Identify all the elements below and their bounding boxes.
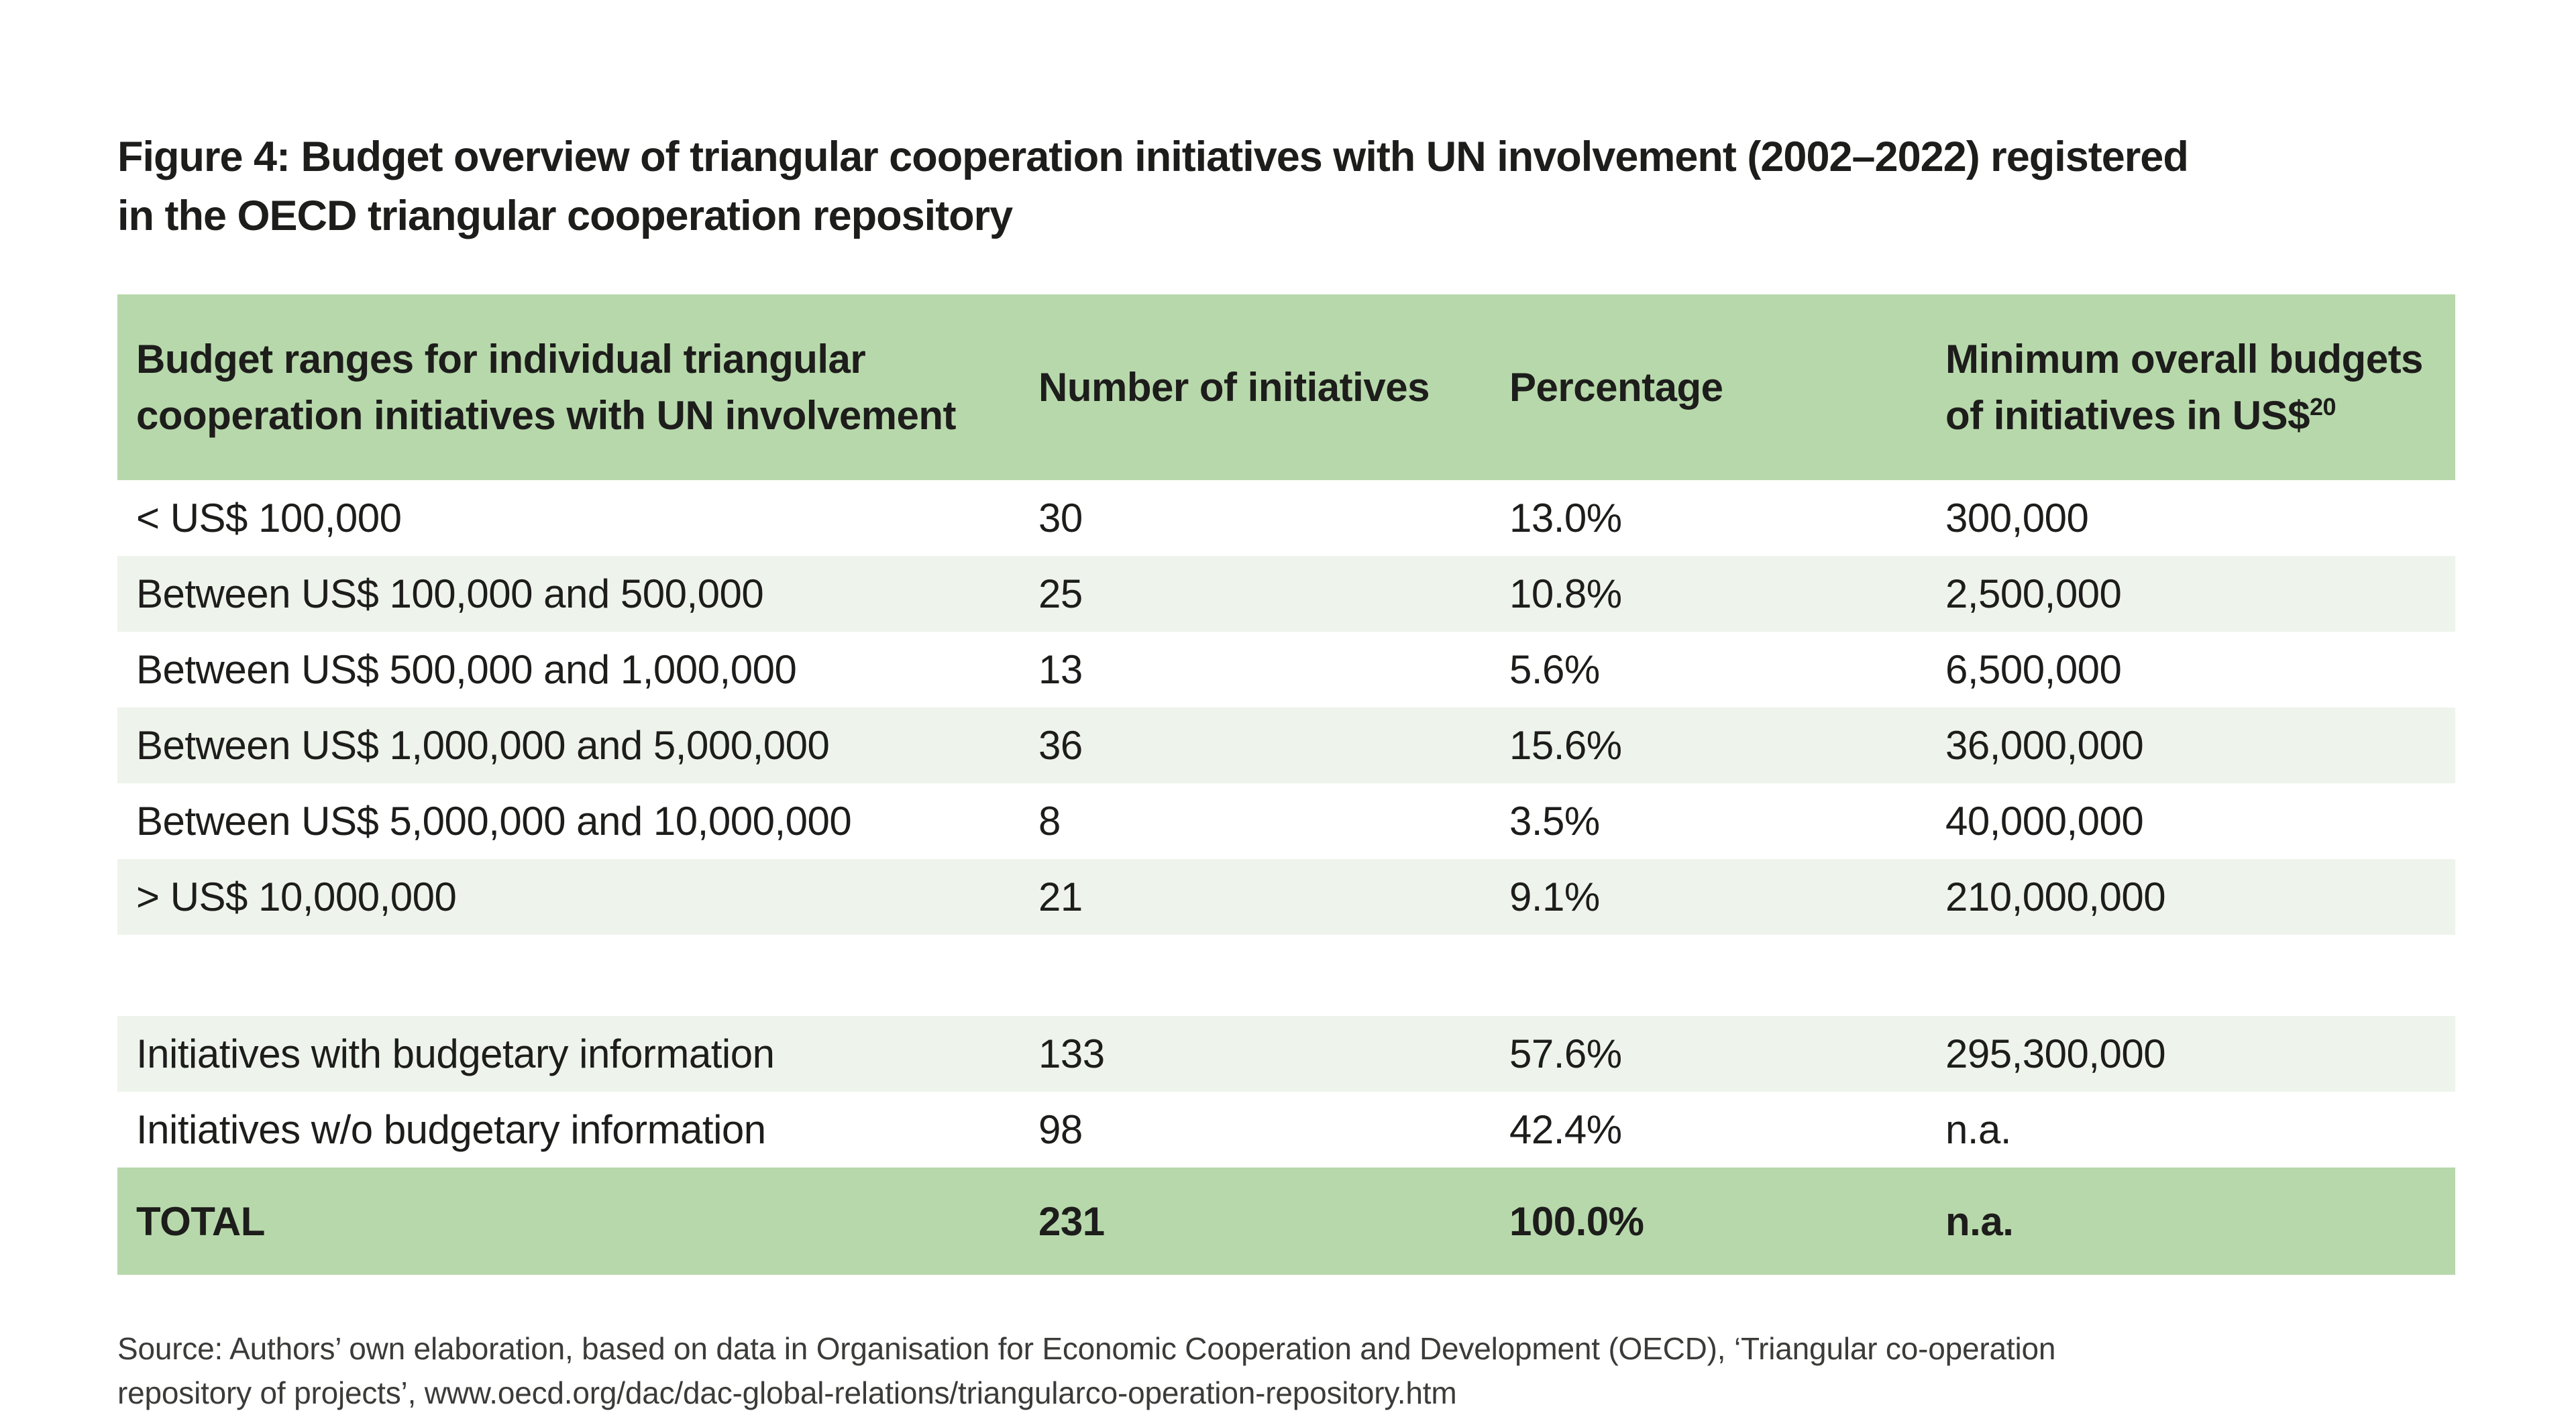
- cell-total-percentage: 100.0%: [1509, 1198, 1644, 1244]
- cell-percentage: 9.1%: [1509, 874, 1600, 919]
- header-percentage: Percentage: [1509, 364, 1723, 410]
- table-total-row: TOTAL 231 100.0% n.a.: [117, 1168, 2455, 1275]
- table-row: Between US$ 100,000 and 500,000 25 10.8%…: [117, 556, 2455, 632]
- header-minimum-budgets-label: Minimum overall budgets of initiatives i…: [1945, 336, 2423, 438]
- table-row: Initiatives with budgetary information 1…: [117, 1016, 2455, 1092]
- cell-budget-range: Initiatives with budgetary information: [136, 1031, 775, 1076]
- table-header-row: Budget ranges for individual triangular …: [117, 294, 2455, 480]
- cell-budget-range: Between US$ 100,000 and 500,000: [136, 571, 764, 616]
- cell-percentage: 15.6%: [1509, 723, 1622, 768]
- header-budget-ranges-label: Budget ranges for individual triangular …: [136, 336, 957, 438]
- cell-percentage: 57.6%: [1509, 1031, 1622, 1076]
- source-citation: Source: Authors’ own elaboration, based …: [117, 1326, 2398, 1415]
- cell-min-budget: 210,000,000: [1945, 874, 2166, 919]
- cell-percentage: 42.4%: [1509, 1107, 1622, 1152]
- cell-min-budget: n.a.: [1945, 1107, 2012, 1152]
- table-row: Between US$ 5,000,000 and 10,000,000 8 3…: [117, 783, 2455, 859]
- cell-total-label: TOTAL: [136, 1198, 265, 1244]
- cell-initiatives: 30: [1038, 496, 1083, 541]
- cell-total-initiatives: 231: [1038, 1198, 1105, 1244]
- table-row: > US$ 10,000,000 21 9.1% 210,000,000: [117, 859, 2455, 935]
- cell-budget-range: Between US$ 5,000,000 and 10,000,000: [136, 799, 852, 844]
- cell-budget-range: Between US$ 500,000 and 1,000,000: [136, 647, 797, 692]
- cell-min-budget: 36,000,000: [1945, 723, 2144, 768]
- cell-budget-range: > US$ 10,000,000: [136, 874, 457, 919]
- cell-percentage: 13.0%: [1509, 496, 1622, 541]
- cell-initiatives: 13: [1038, 647, 1083, 692]
- table-row: < US$ 100,000 30 13.0% 300,000: [117, 480, 2455, 556]
- source-citation-line1: Source: Authors’ own elaboration, based …: [117, 1331, 2056, 1366]
- cell-min-budget: 295,300,000: [1945, 1031, 2166, 1076]
- budget-table: Budget ranges for individual triangular …: [117, 294, 2455, 1275]
- cell-min-budget: 40,000,000: [1945, 799, 2144, 844]
- table-row: Initiatives w/o budgetary information 98…: [117, 1092, 2455, 1168]
- source-citation-line2: repository of projects’, www.oecd.org/da…: [117, 1375, 1457, 1410]
- figure-title-line2: in the OECD triangular cooperation repos…: [117, 192, 1013, 240]
- cell-budget-range: < US$ 100,000: [136, 496, 402, 541]
- cell-percentage: 3.5%: [1509, 799, 1600, 844]
- cell-initiatives: 36: [1038, 723, 1083, 768]
- header-minimum-budgets: Minimum overall budgets of initiatives i…: [1945, 331, 2455, 444]
- table-row: Between US$ 500,000 and 1,000,000 13 5.6…: [117, 632, 2455, 707]
- cell-budget-range: Between US$ 1,000,000 and 5,000,000: [136, 723, 830, 768]
- figure-title-line1: Figure 4: Budget overview of triangular …: [117, 133, 2189, 181]
- cell-initiatives: 133: [1038, 1031, 1105, 1076]
- cell-initiatives: 8: [1038, 799, 1061, 844]
- table-gap-row: [117, 935, 2455, 1016]
- cell-initiatives: 25: [1038, 571, 1083, 616]
- cell-min-budget: 300,000: [1945, 496, 2089, 541]
- cell-percentage: 10.8%: [1509, 571, 1622, 616]
- figure-title: Figure 4: Budget overview of triangular …: [117, 127, 2506, 245]
- header-budget-ranges: Budget ranges for individual triangular …: [117, 331, 1038, 444]
- cell-min-budget: 2,500,000: [1945, 571, 2122, 616]
- header-number-of-initiatives: Number of initiatives: [1038, 364, 1430, 410]
- cell-percentage: 5.6%: [1509, 647, 1600, 692]
- cell-initiatives: 98: [1038, 1107, 1083, 1152]
- footnote-marker: 20: [2309, 392, 2337, 420]
- cell-initiatives: 21: [1038, 874, 1083, 919]
- table-row: Between US$ 1,000,000 and 5,000,000 36 1…: [117, 707, 2455, 783]
- cell-total-min-budget: n.a.: [1945, 1198, 2014, 1244]
- cell-budget-range: Initiatives w/o budgetary information: [136, 1107, 766, 1152]
- cell-min-budget: 6,500,000: [1945, 647, 2122, 692]
